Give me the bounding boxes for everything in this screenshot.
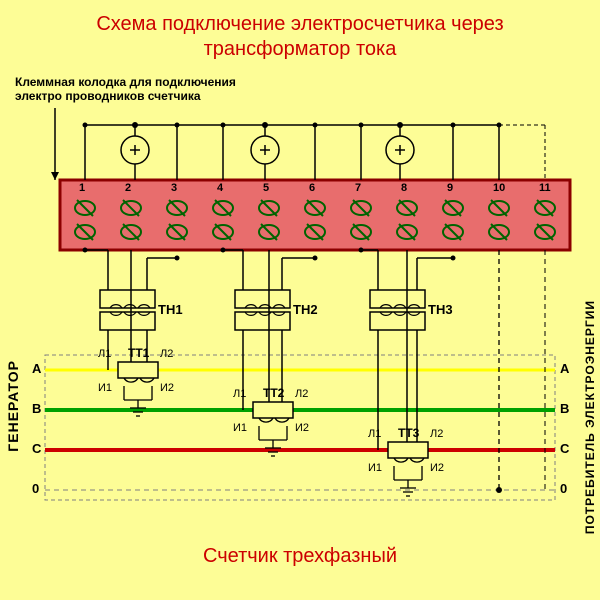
current-transformer-label: ТТ2 — [263, 386, 284, 400]
voltage-transformer-label: ТН2 — [293, 302, 318, 317]
ct-i1: И1 — [368, 462, 382, 474]
phase-label-left: A — [32, 361, 41, 376]
terminal-number: 10 — [493, 182, 505, 194]
current-transformer-label: ТТ1 — [128, 346, 149, 360]
terminal-number: 2 — [125, 182, 131, 194]
ct-i1: И1 — [233, 422, 247, 434]
terminal-number: 7 — [355, 182, 361, 194]
wiring-svg — [0, 0, 600, 600]
ct-l2: Л2 — [295, 388, 308, 400]
phase-label-left: C — [32, 441, 41, 456]
voltage-transformer-label: ТН3 — [428, 302, 453, 317]
terminal-number: 11 — [539, 182, 551, 194]
phase-label-left: B — [32, 401, 41, 416]
ct-l1: Л1 — [368, 428, 381, 440]
terminal-number: 1 — [79, 182, 85, 194]
terminal-number: 8 — [401, 182, 407, 194]
phase-label-right: B — [560, 401, 569, 416]
ct-l2: Л2 — [430, 428, 443, 440]
ct-i1: И1 — [98, 382, 112, 394]
ct-i2: И2 — [295, 422, 309, 434]
ct-i2: И2 — [160, 382, 174, 394]
ct-l1: Л1 — [98, 348, 111, 360]
phase-label-right: A — [560, 361, 569, 376]
terminal-number: 5 — [263, 182, 269, 194]
diagram-canvas: Схема подключение электросчетчика через … — [0, 0, 600, 600]
terminal-number: 3 — [171, 182, 177, 194]
terminal-number: 4 — [217, 182, 223, 194]
terminal-number: 6 — [309, 182, 315, 194]
phase-label-left: 0 — [32, 481, 39, 496]
ct-l2: Л2 — [160, 348, 173, 360]
current-transformer-label: ТТ3 — [398, 426, 419, 440]
terminal-number: 9 — [447, 182, 453, 194]
voltage-transformer-label: ТН1 — [158, 302, 183, 317]
phase-label-right: C — [560, 441, 569, 456]
ct-l1: Л1 — [233, 388, 246, 400]
ct-i2: И2 — [430, 462, 444, 474]
phase-label-right: 0 — [560, 481, 567, 496]
